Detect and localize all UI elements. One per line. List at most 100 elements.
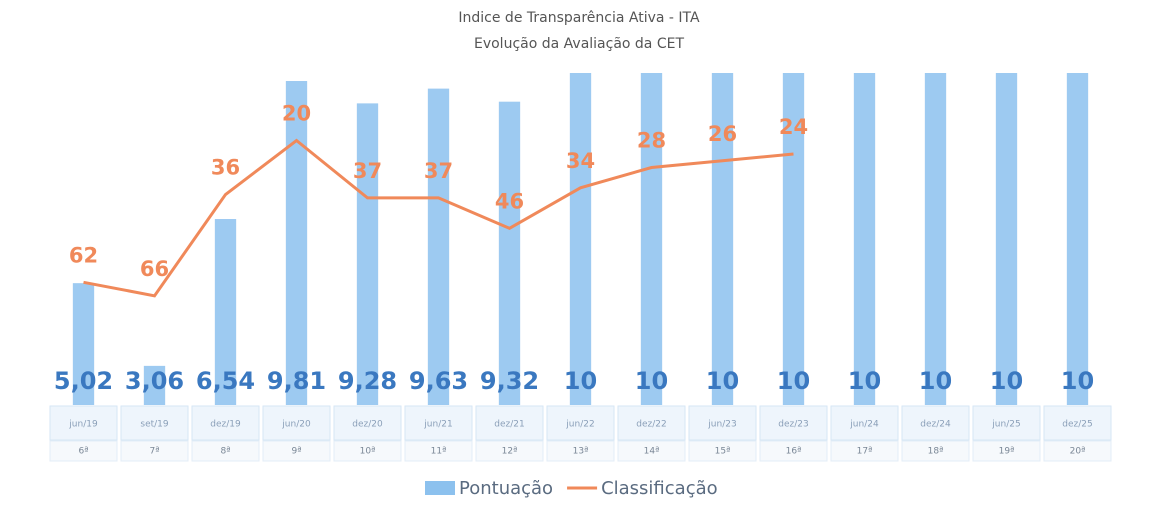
category-cell bbox=[475, 405, 544, 441]
x-tick-label: jun/19 bbox=[68, 420, 98, 430]
category-cell bbox=[262, 405, 331, 441]
category-cell bbox=[404, 440, 473, 462]
category-cell bbox=[1043, 440, 1112, 462]
data-label: 10 bbox=[919, 367, 952, 395]
category-cell bbox=[404, 405, 473, 441]
category-cell bbox=[191, 440, 260, 462]
bar bbox=[711, 73, 734, 405]
category-cell bbox=[49, 440, 118, 462]
data-label: 26 bbox=[708, 122, 737, 146]
category-cell bbox=[333, 405, 402, 441]
bar bbox=[285, 81, 308, 405]
bars bbox=[72, 73, 1089, 405]
x-tick-label: jun/21 bbox=[423, 420, 452, 430]
x-subtick-label: 11ª bbox=[431, 447, 447, 457]
chart-title: Indice de Transparência Ativa - ITA bbox=[458, 10, 700, 26]
category-cell bbox=[120, 440, 189, 462]
bar bbox=[640, 73, 663, 405]
category-cell bbox=[830, 440, 899, 462]
data-label: 46 bbox=[495, 189, 524, 213]
x-subtick-label: 14ª bbox=[644, 447, 660, 457]
legend-label: Classificação bbox=[601, 478, 718, 499]
category-cell bbox=[972, 440, 1041, 462]
x-subtick-label: 10ª bbox=[360, 447, 376, 457]
x-tick-label: dez/23 bbox=[778, 420, 808, 430]
data-label: 62 bbox=[69, 243, 98, 267]
category-cell bbox=[972, 405, 1041, 441]
data-label: 10 bbox=[1061, 367, 1094, 395]
category-cell bbox=[262, 440, 331, 462]
x-tick-label: jun/25 bbox=[991, 420, 1020, 430]
legend-label: Pontuação bbox=[459, 478, 553, 499]
category-cell bbox=[759, 440, 828, 462]
x-subtick-label: 6ª bbox=[79, 447, 89, 457]
category-cell bbox=[901, 405, 970, 441]
data-label: 9,63 bbox=[409, 367, 468, 395]
x-tick-label: dez/24 bbox=[920, 420, 951, 430]
bar bbox=[427, 88, 450, 405]
chart-subtitle: Evolução da Avaliação da CET bbox=[474, 36, 684, 52]
x-subtick-label: 18ª bbox=[928, 447, 944, 457]
category-cell bbox=[191, 405, 260, 441]
data-label: 10 bbox=[635, 367, 668, 395]
data-label: 10 bbox=[848, 367, 881, 395]
data-label: 37 bbox=[424, 159, 453, 183]
bar bbox=[853, 73, 876, 405]
x-tick-label: dez/19 bbox=[210, 420, 241, 430]
category-cell bbox=[617, 440, 686, 462]
bar bbox=[924, 73, 947, 405]
data-label: 5,02 bbox=[54, 367, 113, 395]
data-label: 9,81 bbox=[267, 367, 326, 395]
data-label: 66 bbox=[140, 257, 169, 281]
category-cell bbox=[901, 440, 970, 462]
bar bbox=[214, 219, 237, 405]
data-label: 34 bbox=[566, 149, 595, 173]
bar bbox=[498, 101, 521, 405]
x-subtick-label: 19ª bbox=[999, 447, 1015, 457]
category-cell bbox=[546, 440, 615, 462]
category-cell bbox=[120, 405, 189, 441]
data-label: 37 bbox=[353, 159, 382, 183]
bar bbox=[72, 283, 95, 405]
category-cell bbox=[475, 440, 544, 462]
data-label: 10 bbox=[990, 367, 1023, 395]
data-label: 10 bbox=[564, 367, 597, 395]
data-label: 20 bbox=[282, 102, 311, 126]
category-cell bbox=[1043, 405, 1112, 441]
x-subtick-label: 17ª bbox=[857, 447, 873, 457]
x-tick-label: jun/23 bbox=[707, 420, 736, 430]
x-tick-label: set/19 bbox=[140, 420, 169, 430]
category-cell bbox=[688, 440, 757, 462]
data-label: 10 bbox=[706, 367, 739, 395]
bar bbox=[569, 73, 592, 405]
data-label: 9,32 bbox=[480, 367, 539, 395]
x-tick-label: dez/21 bbox=[494, 420, 524, 430]
data-label: 9,28 bbox=[338, 367, 397, 395]
data-label: 3,06 bbox=[125, 367, 184, 395]
x-subtick-label: 20ª bbox=[1070, 447, 1086, 457]
data-label: 10 bbox=[777, 367, 810, 395]
legend-swatch bbox=[425, 481, 455, 495]
x-tick-label: dez/25 bbox=[1062, 420, 1092, 430]
data-label: 36 bbox=[211, 156, 240, 180]
category-cell bbox=[546, 405, 615, 441]
x-subtick-label: 16ª bbox=[786, 447, 802, 457]
data-label: 24 bbox=[779, 115, 808, 139]
category-cell bbox=[49, 405, 118, 441]
data-label: 6,54 bbox=[196, 367, 255, 395]
category-cell bbox=[688, 405, 757, 441]
x-tick-label: jun/22 bbox=[565, 420, 594, 430]
line bbox=[83, 138, 794, 298]
bar bbox=[356, 103, 379, 405]
x-tick-label: dez/20 bbox=[352, 420, 383, 430]
bar bbox=[995, 73, 1018, 405]
category-cell bbox=[617, 405, 686, 441]
category-cell bbox=[830, 405, 899, 441]
x-subtick-label: 7ª bbox=[150, 447, 160, 457]
x-subtick-label: 8ª bbox=[221, 447, 231, 457]
x-subtick-label: 12ª bbox=[502, 447, 518, 457]
x-subtick-label: 9ª bbox=[292, 447, 302, 457]
data-label: 28 bbox=[637, 129, 666, 153]
x-subtick-label: 15ª bbox=[715, 447, 731, 457]
